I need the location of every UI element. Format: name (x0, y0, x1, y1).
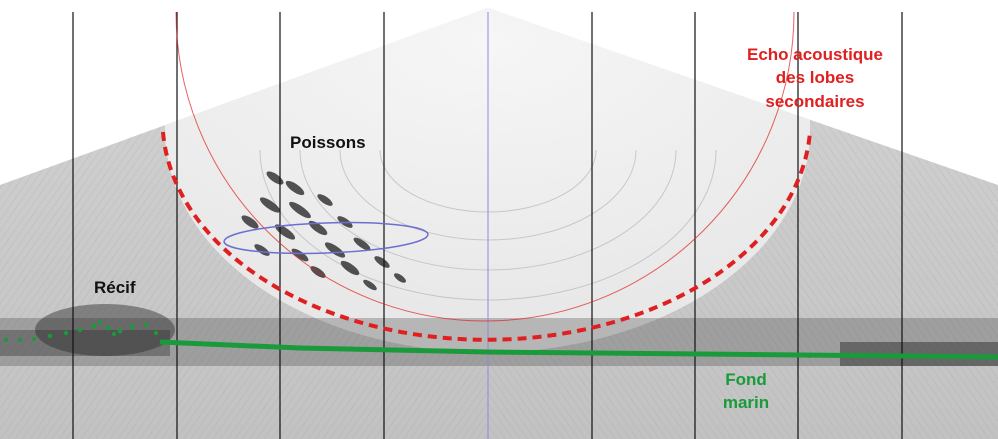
sidelobe-echo-label-line2: des lobes (776, 68, 854, 87)
sidelobe-echo-label-line1: Echo acoustique (747, 45, 883, 64)
sidelobe-echo-label-line3: secondaires (765, 92, 864, 111)
reef-label: Récif (94, 278, 136, 297)
sidelobe-echo-thin-arc (175, 11, 795, 322)
sidelobe-echo-dashed-arc (161, 131, 812, 342)
fish-label: Poissons (290, 133, 366, 152)
seafloor-line (4, 320, 998, 360)
seafloor-label-line1: Fond (725, 370, 767, 389)
seafloor-label: Fond marin (723, 370, 769, 412)
vertical-grid-lines (72, 12, 903, 439)
reef-echo (35, 304, 175, 356)
sidelobe-echo-label: Echo acoustique des lobes secondaires (747, 45, 883, 111)
fish-school-outline (223, 221, 429, 255)
seafloor-label-line2: marin (723, 393, 769, 412)
